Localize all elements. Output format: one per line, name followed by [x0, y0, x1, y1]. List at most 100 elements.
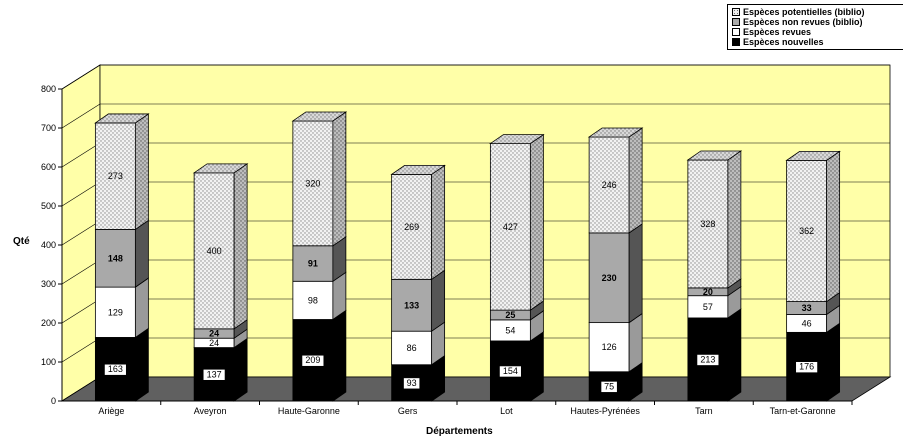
bar-potentielles-0: [94, 122, 136, 230]
bar-non_revues-2: [292, 245, 334, 282]
data-label-bg-nouvelles-4: [499, 365, 522, 378]
legend-label-non-revues: Espèces non revues (biblio): [743, 17, 863, 27]
side-gridline-2: [61, 298, 101, 324]
data-label-nouvelles-7: 176: [799, 362, 814, 372]
data-label-potentielles-5: 246: [602, 180, 617, 190]
data-label-nouvelles-0: 163: [108, 364, 123, 374]
data-label-bg-nouvelles-3: [403, 377, 421, 390]
data-label-revues-5: 126: [602, 342, 617, 352]
legend-swatch-revues: [732, 28, 740, 36]
data-label-revues-6: 57: [703, 302, 713, 312]
bar-side-potentielles-7: [826, 150, 841, 303]
y-tick-label-3: 300: [41, 279, 56, 289]
data-label-revues-3: 86: [407, 343, 417, 353]
y-tick-label-2: 200: [41, 318, 56, 328]
legend-item-revues: Espèces revues: [732, 27, 900, 37]
bar-potentielles-6: [687, 159, 729, 289]
bar-side-potentielles-1: [233, 163, 248, 330]
bar-non_revues-3: [391, 278, 433, 332]
bar-side-nouvelles-6: [727, 308, 742, 402]
data-label-bg-nouvelles-0: [104, 363, 127, 376]
y-tick-label-5: 500: [41, 201, 56, 211]
x-tick-label-6: Tarn: [695, 406, 713, 416]
data-label-nouvelles-2: 209: [305, 355, 320, 365]
bar-top-6: [686, 150, 743, 161]
data-label-potentielles-2: 320: [305, 178, 320, 188]
floor: [60, 376, 892, 402]
data-label-revues-4: 54: [505, 325, 515, 335]
bar-revues-3: [391, 330, 433, 366]
bar-side-potentielles-2: [332, 111, 347, 247]
data-label-revues-2: 98: [308, 295, 318, 305]
legend-swatch-nouvelles: [732, 38, 740, 46]
data-label-non_revues-4: 25: [505, 310, 515, 320]
x-tick-label-7: Tarn-et-Garonne: [770, 406, 836, 416]
y-tick-label-1: 100: [41, 357, 56, 367]
bar-side-non_revues-5: [628, 223, 643, 324]
data-label-nouvelles-5: 75: [604, 381, 614, 391]
data-label-revues-1: 24: [209, 338, 219, 348]
x-tick-label-0: Ariège: [98, 406, 124, 416]
bar-side-nouvelles-1: [233, 337, 248, 402]
x-tick-label-5: Hautes-Pyrénées: [570, 406, 640, 416]
bar-side-non_revues-0: [134, 219, 149, 288]
x-axis-title: Départements: [426, 426, 493, 437]
x-tick-label-4: Lot: [500, 406, 513, 416]
legend-item-nouvelles: Espèces nouvelles: [732, 37, 900, 47]
data-label-nouvelles-3: 93: [407, 378, 417, 388]
bar-potentielles-5: [588, 136, 630, 234]
bar-side-potentielles-6: [727, 150, 742, 289]
data-label-revues-0: 129: [108, 307, 123, 317]
bar-side-potentielles-5: [628, 127, 643, 234]
data-label-non_revues-5: 230: [602, 273, 617, 283]
side-gridline-5: [61, 181, 101, 207]
data-label-bg-nouvelles-1: [202, 368, 226, 381]
legend-label-nouvelles: Espèces nouvelles: [743, 37, 824, 47]
data-label-non_revues-0: 148: [108, 253, 123, 263]
bar-side-potentielles-4: [529, 133, 544, 311]
bar-non_revues-5: [588, 232, 630, 324]
data-label-potentielles-0: 273: [108, 171, 123, 181]
bar-side-nouvelles-7: [826, 322, 841, 402]
data-label-potentielles-4: 427: [503, 222, 518, 232]
side-gridline-8: [61, 64, 101, 90]
bar-top-4: [489, 134, 545, 145]
bar-potentielles-1: [193, 172, 235, 330]
bar-non_revues-0: [94, 228, 136, 288]
bar-potentielles-4: [489, 143, 531, 311]
data-label-potentielles-6: 328: [700, 219, 715, 229]
side-gridline-3: [61, 259, 101, 285]
x-tick-label-2: Haute-Garonne: [278, 406, 340, 416]
bar-top-5: [587, 127, 644, 138]
side-gridline-1: [61, 337, 101, 363]
bar-side-nouvelles-4: [529, 331, 544, 402]
data-label-non_revues-7: 33: [802, 303, 812, 313]
y-tick-label-6: 600: [41, 162, 56, 172]
data-label-non_revues-2: 91: [308, 259, 318, 269]
data-label-revues-7: 46: [802, 318, 812, 328]
data-label-non_revues-1: 24: [209, 329, 219, 339]
bar-nouvelles-3: [391, 364, 433, 402]
data-label-nouvelles-4: 154: [503, 366, 518, 376]
bar-top-3: [390, 165, 446, 175]
side-gridline-7: [61, 103, 101, 129]
y-tick-label-0: 0: [51, 396, 56, 406]
bar-side-nouvelles-0: [134, 327, 149, 402]
bar-potentielles-3: [391, 174, 433, 280]
legend-item-potentielles: Espèces potentielles (biblio): [732, 7, 900, 17]
x-tick-label-3: Gers: [398, 406, 418, 416]
bar-side-potentielles-0: [134, 113, 149, 231]
data-label-bg-nouvelles-5: [600, 381, 618, 393]
legend-swatch-potentielles: [732, 8, 740, 16]
data-label-nouvelles-1: 137: [207, 369, 222, 379]
data-label-potentielles-7: 362: [799, 226, 814, 236]
data-label-potentielles-1: 400: [207, 246, 222, 256]
x-tick-label-1: Aveyron: [194, 406, 227, 416]
y-tick-label-4: 400: [41, 240, 56, 250]
data-label-non_revues-6: 20: [703, 287, 713, 297]
bar-side-nouvelles-2: [332, 309, 347, 402]
bar-top-7: [785, 150, 841, 161]
data-label-non_revues-3: 133: [404, 300, 419, 310]
bar-side-potentielles-3: [431, 164, 446, 281]
